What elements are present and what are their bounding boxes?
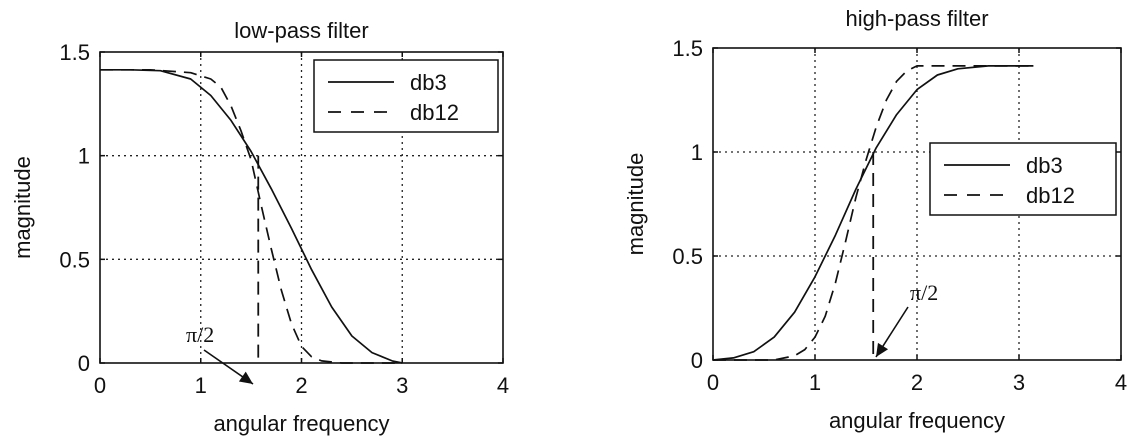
- chart-1-series-db3: [100, 68, 403, 364]
- chart-1-title: low-pass filter: [234, 18, 368, 43]
- chart-2-legend-box: [929, 142, 1117, 216]
- chart-1-x-tick-label: 3: [396, 373, 408, 398]
- chart-1-y-tick-label: 0: [78, 351, 90, 376]
- chart-2-legend-label-db3: db3: [1026, 153, 1063, 178]
- chart-1-annotation-label: π/2: [186, 322, 214, 347]
- chart-2-y-axis-label: magnitude: [623, 153, 648, 256]
- chart-1-x-tick-label: 4: [497, 373, 509, 398]
- chart-2-x-tick-label: 2: [911, 370, 923, 395]
- chart-2-annotation-label: π/2: [910, 280, 938, 305]
- chart-2-x-tick-label: 3: [1013, 370, 1025, 395]
- chart-2-y-tick-label: 0: [691, 348, 703, 373]
- chart-1-x-tick-label: 1: [195, 373, 207, 398]
- chart-2-series-db3: [712, 65, 1034, 361]
- chart-2-x-tick-label: 4: [1115, 370, 1127, 395]
- chart-2-x-tick-label: 1: [809, 370, 821, 395]
- high-pass-filter-chart: 0 1 2 3 4 0 0.5 1 1.5 high-pass filter angular fre…: [623, 6, 1127, 433]
- chart-2-x-tick-label: 0: [707, 370, 719, 395]
- chart-1-y-tick-label: 0.5: [59, 247, 90, 272]
- chart-2-series-db12: [713, 65, 1034, 361]
- chart-1-y-tick-label: 1: [78, 144, 90, 169]
- low-pass-filter-chart: 0 1 2 3 4 0 0.5 1 1.5 low-pass filter angular freq…: [10, 18, 509, 436]
- chart-2-y-tick-label: 0.5: [672, 244, 703, 269]
- chart-1-y-axis-label: magnitude: [10, 156, 35, 259]
- chart-2-annotation-arrow-head: [876, 342, 889, 357]
- chart-2-x-axis-label: angular frequency: [829, 408, 1005, 433]
- chart-1-legend-label-db3: db3: [410, 70, 447, 95]
- chart-1-annotation-arrow-head: [238, 371, 253, 384]
- chart-2-y-tick-label: 1: [691, 140, 703, 165]
- chart-2-legend-label-db12: db12: [1026, 183, 1075, 208]
- chart-1-series-db12: [100, 68, 403, 364]
- chart-1-legend-label-db12: db12: [410, 100, 459, 125]
- chart-1-x-tick-label: 0: [94, 373, 106, 398]
- chart-2-y-tick-label: 1.5: [672, 36, 703, 61]
- chart-2-title: high-pass filter: [845, 6, 988, 31]
- chart-1-legend-box: [313, 59, 499, 133]
- chart-1-x-tick-label: 2: [295, 373, 307, 398]
- chart-1-x-axis-label: angular frequency: [213, 411, 389, 436]
- chart-1-y-tick-label: 1.5: [59, 40, 90, 65]
